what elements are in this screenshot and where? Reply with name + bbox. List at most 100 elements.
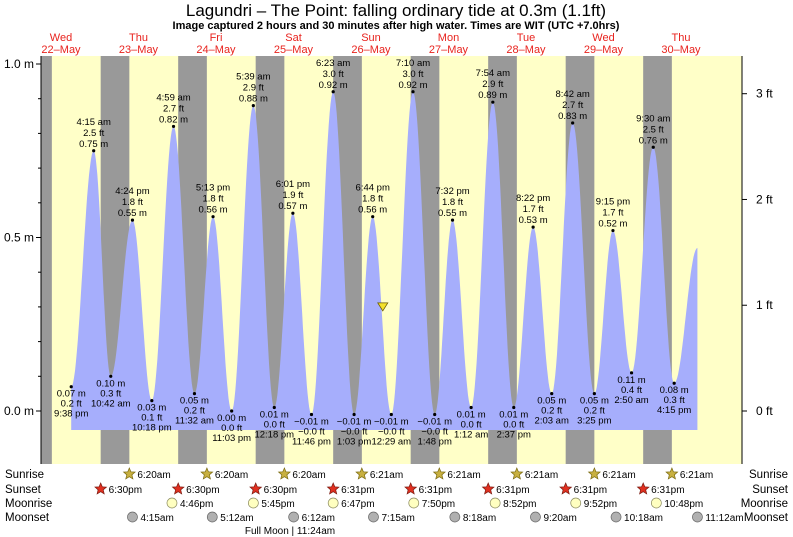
row-label-moonset-right: Moonset	[744, 512, 789, 524]
tide-m-label: 0.01 m	[260, 410, 289, 421]
moonset-time: 9:20am	[543, 513, 576, 524]
sunrise-icon	[200, 467, 214, 480]
tide-m-label: −0.01 m	[294, 416, 329, 427]
tide-time-label: 4:24 pm	[115, 186, 149, 197]
tide-time-label: 2:50 am	[614, 395, 648, 406]
tide-m-label: 0.82 m	[159, 114, 188, 125]
moonset-icon	[610, 511, 622, 523]
day-label: Sat	[285, 32, 302, 44]
sunset-icon	[326, 482, 340, 495]
sunrise-icon	[355, 467, 369, 480]
tide-time-label: 9:38 pm	[54, 409, 88, 420]
moonrise-time: 5:45pm	[261, 499, 294, 510]
tide-m-label: 0.08 m	[660, 385, 689, 396]
tide-ft-label: 2.9 ft	[482, 79, 503, 90]
moonset-icon	[530, 511, 541, 523]
sunset-icon	[404, 482, 418, 495]
moonset-time: 5:12am	[220, 513, 253, 524]
tide-m-label: 0.05 m	[180, 396, 209, 407]
tide-point	[69, 385, 73, 389]
current-level-marker	[377, 302, 389, 312]
date-label: 30–May	[661, 44, 701, 56]
date-label: 22–May	[41, 44, 81, 56]
sunset-time: 6:31pm	[651, 485, 684, 496]
day-label: Wed	[592, 32, 614, 44]
tide-time-label: 4:15 pm	[657, 405, 691, 416]
row-label-sunrise: Sunrise	[5, 469, 44, 481]
moonset-icon	[288, 511, 299, 523]
tide-m-label: 0.75 m	[79, 139, 108, 150]
tide-point	[211, 215, 215, 219]
moonrise-icon	[489, 497, 501, 509]
tide-point	[491, 100, 495, 104]
tide-m-label: 0.92 m	[319, 80, 348, 91]
tide-point	[433, 412, 437, 417]
tide-time-label: 11:32 am	[175, 416, 214, 427]
tide-time-label: 7:10 am	[396, 58, 430, 69]
tide-ft-label: 2.7 ft	[562, 100, 583, 111]
sun-moon-layer: 6:20am 6:20am 6:20am 6:21am 6:21am 6:21am 6:21…	[94, 467, 744, 524]
tide-point	[371, 215, 375, 219]
tide-time-label: 2:03 am	[535, 416, 569, 427]
date-label: 26–May	[351, 44, 391, 56]
day-label: Mon	[438, 32, 459, 44]
tide-time-label: 10:42 am	[91, 398, 131, 409]
moonset-time: 6:12am	[302, 513, 335, 524]
tide-m-label: 0.88 m	[239, 94, 268, 105]
sunrise-icon	[665, 467, 679, 480]
tide-ft-label: 0.0 ft	[264, 420, 285, 431]
tide-point	[611, 228, 615, 233]
tide-point	[92, 149, 96, 153]
moonset-time: 11:12am	[705, 513, 743, 524]
tide-ft-label: 0.1 ft	[141, 413, 162, 424]
moonset-icon	[127, 511, 138, 523]
moonrise-icon	[650, 497, 662, 509]
night-band	[41, 56, 52, 464]
tide-m-label: 0.76 m	[639, 135, 668, 146]
tide-point	[291, 211, 295, 215]
tide-ft-label: 0.2 ft	[541, 406, 562, 417]
moonrise-icon	[248, 497, 259, 509]
sunset-time: 6:30pm	[186, 485, 219, 496]
tide-m-label: 0.00 m	[217, 413, 246, 424]
tide-m-label: −0.01 m	[337, 416, 372, 427]
day-label: Wed	[50, 32, 72, 44]
sunset-time: 6:31pm	[341, 485, 374, 496]
tide-ft-label: 2.9 ft	[243, 83, 264, 94]
tide-ft-label: 1.8 ft	[202, 194, 223, 205]
moonrise-time: 7:50pm	[422, 499, 455, 510]
tide-ft-label: 2.5 ft	[83, 128, 104, 139]
tide-m-label: 0.11 m	[617, 375, 645, 386]
row-label-sunrise-right: Sunrise	[749, 469, 788, 481]
day-label: Fri	[210, 32, 223, 44]
tide-time-label: 1:48 pm	[418, 436, 452, 447]
tide-time-label: 2:37 pm	[497, 430, 531, 441]
tide-time-label: 8:22 pm	[516, 193, 550, 204]
tide-ft-label: 1.8 ft	[442, 197, 463, 208]
moonset-time: 4:15am	[140, 513, 173, 524]
tide-layer	[71, 91, 698, 431]
sunrise-icon	[432, 467, 446, 480]
tide-time-label: 1:03 pm	[337, 436, 371, 447]
tide-time-label: 3:25 pm	[577, 416, 611, 427]
tide-m-label: 0.07 m	[57, 389, 86, 400]
sunset-icon	[481, 482, 495, 495]
sunrise-time: 6:21am	[602, 470, 635, 481]
tide-m-label: −0.01 m	[374, 416, 409, 427]
moonset-time: 8:18am	[463, 513, 496, 524]
tide-m-label: 0.01 m	[457, 410, 486, 421]
sunrise-icon	[277, 467, 291, 480]
moonrise-icon	[408, 497, 420, 509]
tide-point	[571, 121, 575, 125]
tide-time-label: 4:15 am	[77, 117, 111, 128]
day-label: Sun	[361, 32, 381, 44]
tide-m-label: 0.05 m	[580, 396, 609, 407]
moonset-icon	[206, 511, 218, 523]
sunset-time: 6:31pm	[496, 485, 529, 496]
tide-point	[651, 145, 655, 149]
moonrise-icon	[570, 497, 582, 509]
date-label: 29–May	[584, 44, 624, 56]
date-label: 23–May	[119, 44, 159, 56]
tide-time-label: 5:13 pm	[196, 183, 230, 194]
